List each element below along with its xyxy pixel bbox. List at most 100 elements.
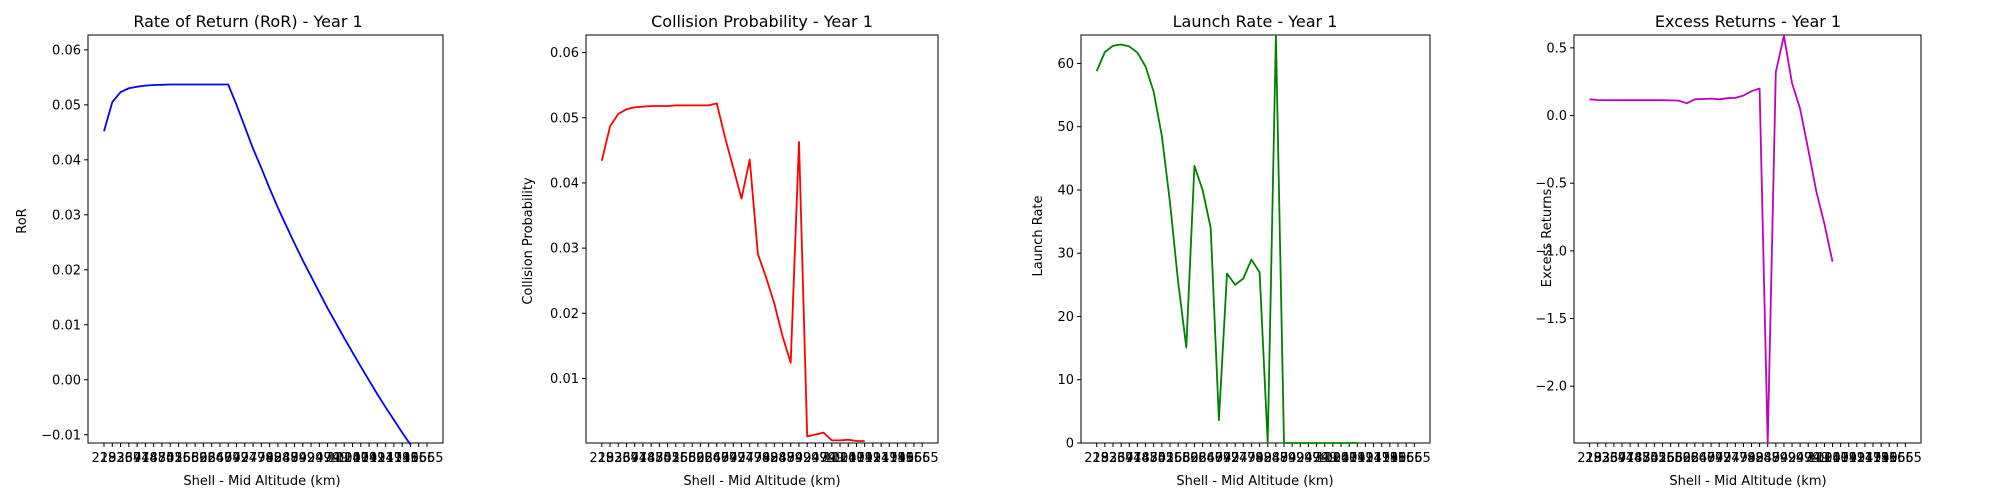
y-tick-label: 0.05 bbox=[550, 111, 579, 126]
x-tick-label: 598 bbox=[688, 451, 713, 466]
x-tick-label: 674 bbox=[713, 451, 738, 466]
x-tick-label: 1124 bbox=[1349, 451, 1382, 466]
y-tick-label: 30 bbox=[1057, 247, 1074, 262]
x-tick-label: 598 bbox=[1182, 451, 1207, 466]
x-tick-label: 874 bbox=[282, 451, 307, 466]
x-tick-label: 649 bbox=[208, 451, 233, 466]
x-tick-label: 699 bbox=[224, 451, 249, 466]
x-tick-label: 1149 bbox=[865, 451, 898, 466]
x-tick-label: 474 bbox=[1141, 451, 1166, 466]
x-tick-label: 1074 bbox=[344, 451, 377, 466]
x-tick-label: 649 bbox=[704, 451, 729, 466]
x-tick-label: 1365 bbox=[394, 451, 427, 466]
y-tick-label: 0.06 bbox=[550, 46, 579, 61]
x-axis-label: Shell - Mid Altitude (km) bbox=[683, 474, 840, 489]
x-tick-label: 448 bbox=[1626, 451, 1651, 466]
x-tick-label: 1174 bbox=[1856, 451, 1889, 466]
x-tick-label: 1024 bbox=[823, 451, 856, 466]
y-tick-label: −2.0 bbox=[1535, 380, 1567, 395]
x-tick-label: 974 bbox=[315, 451, 340, 466]
x-tick-label: 624 bbox=[199, 451, 224, 466]
chart-title: Excess Returns - Year 1 bbox=[1655, 12, 1841, 31]
x-tick-label: 799 bbox=[257, 451, 282, 466]
x-tick-label: 949 bbox=[1296, 451, 1321, 466]
x-tick-label: 774 bbox=[1731, 451, 1756, 466]
x-tick-label: 474 bbox=[1634, 451, 1659, 466]
x-tick-label: 1024 bbox=[1808, 451, 1841, 466]
x-tick-label: 1099 bbox=[848, 451, 881, 466]
x-tick-label: 699 bbox=[721, 451, 746, 466]
x-tick-label: 899 bbox=[1772, 451, 1797, 466]
x-tick-label: 1024 bbox=[1316, 451, 1349, 466]
launch-rate-chart: Launch Rate - Year 1 Shell - Mid Altitud… bbox=[1031, 12, 1431, 489]
x-tick-label: 526 bbox=[663, 451, 688, 466]
x-tick-label: 293 bbox=[598, 451, 623, 466]
x-tick-label: 501 bbox=[1642, 451, 1667, 466]
x-tick-label: 1099 bbox=[1832, 451, 1865, 466]
y-tick-label: 0.06 bbox=[52, 43, 81, 58]
x-axis-label: Shell - Mid Altitude (km) bbox=[1176, 474, 1333, 489]
x-tick-label: 799 bbox=[1247, 451, 1272, 466]
x-tick-label: 874 bbox=[778, 451, 803, 466]
x-tick-label: 924 bbox=[299, 451, 324, 466]
plot-frame bbox=[87, 34, 444, 444]
x-tick-label: 1199 bbox=[386, 451, 419, 466]
y-tick-label: 0.01 bbox=[52, 318, 81, 333]
y-tick-label: 0.03 bbox=[52, 208, 81, 223]
x-tick-label: 418 bbox=[1618, 451, 1643, 466]
x-tick-label: 999 bbox=[1804, 451, 1829, 466]
plot-frame bbox=[1080, 34, 1431, 444]
y-tick-label: 0.0 bbox=[1546, 109, 1567, 124]
x-tick-label: 949 bbox=[1788, 451, 1813, 466]
x-tick-label: 749 bbox=[1231, 451, 1256, 466]
x-tick-label: 924 bbox=[795, 451, 820, 466]
x-tick-label: 749 bbox=[1723, 451, 1748, 466]
x-tick-label: 649 bbox=[1691, 451, 1716, 466]
x-tick-label: 774 bbox=[249, 451, 274, 466]
x-tick-label: 367 bbox=[116, 451, 141, 466]
x-tick-label: 1365 bbox=[889, 451, 922, 466]
x-tick-label: 749 bbox=[241, 451, 266, 466]
x-tick-label: 566 bbox=[672, 451, 697, 466]
x-tick-label: 326 bbox=[1101, 451, 1126, 466]
x-tick-label: 974 bbox=[811, 451, 836, 466]
x-tick-label: 724 bbox=[232, 451, 257, 466]
series-line bbox=[1589, 34, 1834, 444]
x-tick-label: 566 bbox=[1166, 451, 1191, 466]
chart-title: Collision Probability - Year 1 bbox=[651, 12, 873, 31]
x-tick-label: 924 bbox=[1288, 451, 1313, 466]
x-tick-label: 1074 bbox=[840, 451, 873, 466]
series-line bbox=[103, 83, 412, 446]
x-tick-label: 1074 bbox=[1333, 451, 1366, 466]
y-tick-label: 20 bbox=[1057, 310, 1074, 325]
x-tick-label: 1099 bbox=[352, 451, 385, 466]
x-tick-label: 397 bbox=[125, 451, 150, 466]
x-tick-label: 397 bbox=[1610, 451, 1635, 466]
y-tick-label: 0.03 bbox=[550, 242, 579, 257]
x-tick-label: 849 bbox=[274, 451, 299, 466]
x-tick-label: 724 bbox=[1223, 451, 1248, 466]
y-tick-label: 60 bbox=[1057, 57, 1074, 72]
x-tick-label: 974 bbox=[1304, 451, 1329, 466]
y-axis-label: Collision Probability bbox=[521, 177, 536, 305]
x-tick-label: 474 bbox=[150, 451, 175, 466]
y-tick-label: −1.5 bbox=[1535, 312, 1567, 327]
y-tick-label: −0.5 bbox=[1535, 177, 1567, 192]
x-tick-label: 293 bbox=[100, 451, 125, 466]
x-tick-label: 448 bbox=[639, 451, 664, 466]
x-tick-label: 624 bbox=[1682, 451, 1707, 466]
x-tick-label: 501 bbox=[1149, 451, 1174, 466]
x-tick-label: 674 bbox=[1206, 451, 1231, 466]
x-tick-label: 849 bbox=[1263, 451, 1288, 466]
x-tick-label: 582 bbox=[183, 451, 208, 466]
x-tick-label: 501 bbox=[158, 451, 183, 466]
x-tick-label: 218 bbox=[92, 451, 117, 466]
x-tick-label: 949 bbox=[307, 451, 332, 466]
x-tick-label: 999 bbox=[323, 451, 348, 466]
x-tick-label: 1199 bbox=[1865, 451, 1898, 466]
x-tick-label: 598 bbox=[1674, 451, 1699, 466]
y-axis-label: Excess Returns bbox=[1540, 189, 1555, 288]
x-tick-label: 749 bbox=[737, 451, 762, 466]
x-tick-label: 974 bbox=[1796, 451, 1821, 466]
